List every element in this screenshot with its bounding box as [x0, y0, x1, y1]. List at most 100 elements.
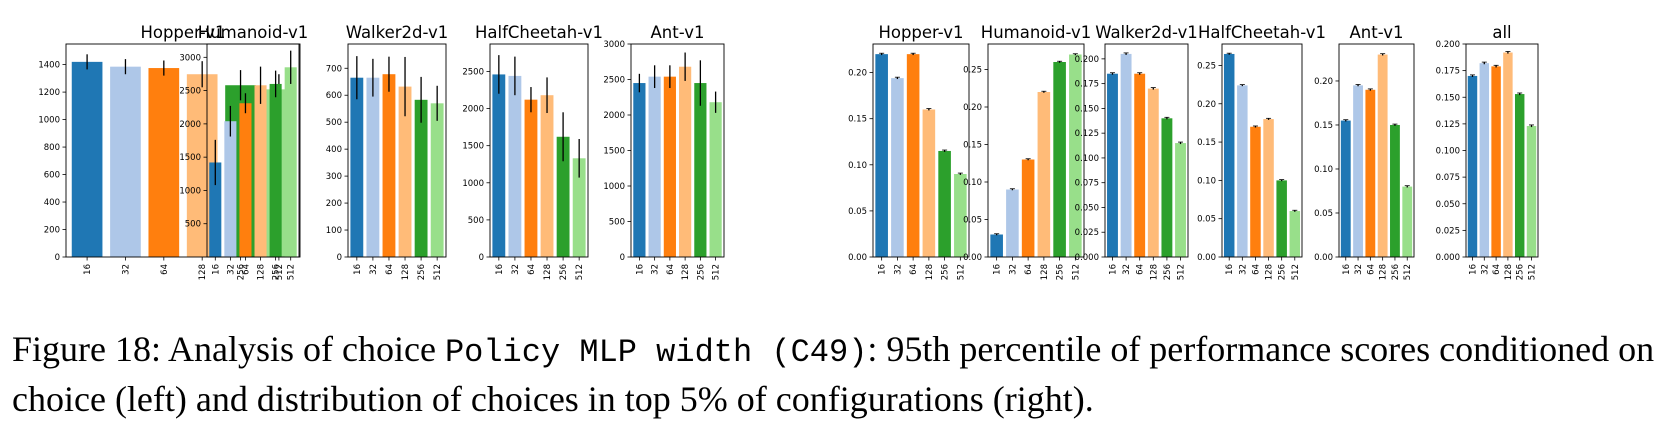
x-tick-label: 32 — [1354, 264, 1364, 275]
bar — [239, 103, 252, 257]
x-tick-label: 128 — [543, 264, 553, 280]
x-tick-label: 32 — [1122, 264, 1132, 275]
x-tick-label: 128 — [681, 264, 691, 280]
x-tick-label: 512 — [287, 264, 297, 280]
bar — [1069, 54, 1082, 257]
caption-prefix: Figure 18: Analysis of choice — [12, 329, 445, 369]
y-tick-label: 0.075 — [1075, 179, 1099, 189]
bar — [1237, 85, 1248, 257]
bar — [1289, 211, 1301, 257]
x-tick-label: 128 — [257, 264, 267, 280]
y-tick-label: 0.200 — [1436, 40, 1460, 50]
caption-suffix: : 95th percentile of performance scores … — [12, 329, 1655, 419]
bar — [1021, 159, 1035, 257]
x-tick-label: 256 — [417, 264, 427, 280]
y-tick-label: 0.200 — [1075, 55, 1099, 65]
y-tick-label: 0.25 — [963, 66, 982, 76]
y-tick-label: 0.075 — [1436, 173, 1460, 183]
bar — [906, 54, 920, 258]
y-tick-label: 600 — [44, 171, 60, 181]
x-tick-label: 64 — [1492, 264, 1502, 275]
y-tick-label: 400 — [44, 198, 60, 208]
bar — [430, 103, 444, 257]
bar — [990, 234, 1003, 257]
bar — [524, 99, 538, 257]
x-tick-label: 128 — [1040, 264, 1050, 280]
bar — [1053, 62, 1066, 257]
bar — [1120, 53, 1132, 257]
x-tick-label: 128 — [1265, 264, 1275, 280]
panel-title: HalfCheetah-v1 — [475, 23, 603, 42]
x-tick-label: 64 — [241, 264, 251, 275]
y-tick-label: 200 — [44, 226, 60, 236]
y-tick-label: 3000 — [603, 40, 625, 50]
x-tick-label: 512 — [275, 264, 285, 280]
x-tick-label: 256 — [272, 264, 282, 280]
x-tick-label: 32 — [893, 264, 903, 275]
bar — [1161, 118, 1173, 257]
bar — [492, 74, 506, 257]
bar — [71, 61, 103, 257]
x-tick-label: 256 — [1278, 264, 1288, 280]
x-tick-label: 16 — [495, 264, 505, 275]
bar — [1340, 120, 1351, 258]
bar — [1377, 54, 1388, 258]
x-tick-label: 64 — [666, 264, 676, 275]
y-tick-label: 400 — [326, 145, 342, 155]
y-tick-label: 0.20 — [963, 103, 982, 113]
bar — [694, 83, 707, 257]
y-tick-label: 0 — [479, 253, 484, 263]
bar — [1006, 189, 1019, 257]
y-tick-label: 0.025 — [1436, 226, 1460, 236]
y-tick-label: 0.050 — [1436, 200, 1460, 210]
x-tick-label: 128 — [1504, 264, 1514, 280]
y-tick-label: 0.00 — [1314, 253, 1333, 263]
x-tick-label: 32 — [226, 264, 236, 275]
axes-frame — [630, 43, 725, 258]
bar — [1479, 63, 1490, 257]
y-tick-label: 0.125 — [1436, 120, 1460, 130]
x-tick-label: 64 — [1251, 264, 1261, 275]
y-tick-label: 0.20 — [1314, 77, 1333, 87]
bar — [540, 95, 554, 257]
caption-code: Policy MLP width (C49) — [444, 334, 868, 371]
y-tick-label: 0.10 — [1314, 165, 1333, 175]
bar — [1514, 94, 1525, 258]
y-tick-label: 1400 — [38, 61, 60, 71]
bar — [1147, 88, 1159, 258]
panel-title: Walker2d-v1 — [346, 23, 449, 42]
x-tick-label: 512 — [1291, 264, 1301, 280]
x-tick-label: 512 — [1403, 264, 1413, 280]
bar — [1503, 52, 1513, 257]
panel-title: Ant-v1 — [1350, 23, 1404, 42]
y-tick-label: 2000 — [462, 105, 484, 115]
bar — [366, 77, 380, 257]
x-tick-label: 32 — [511, 264, 521, 275]
y-tick-label: 0.125 — [1075, 129, 1099, 139]
bar — [954, 174, 967, 257]
y-tick-label: 700 — [326, 64, 342, 74]
x-tick-label: 16 — [353, 264, 363, 275]
y-tick-label: 1500 — [462, 142, 484, 152]
bar — [148, 68, 180, 257]
y-tick-label: 3000 — [179, 53, 201, 63]
x-tick-label: 512 — [1528, 264, 1538, 280]
y-tick-label: 0.20 — [848, 69, 867, 79]
y-tick-label: 0.10 — [1197, 176, 1216, 186]
x-tick-label: 32 — [1238, 264, 1248, 275]
y-tick-label: 0.000 — [1075, 253, 1099, 263]
y-tick-label: 800 — [44, 143, 60, 153]
bar — [350, 77, 364, 257]
bar — [679, 66, 692, 257]
bar — [1134, 73, 1146, 257]
y-tick-label: 1000 — [462, 179, 484, 189]
x-tick-label: 64 — [1366, 264, 1376, 275]
x-tick-label: 512 — [575, 264, 585, 280]
bar — [891, 78, 904, 257]
bar — [269, 83, 282, 257]
y-tick-label: 0.20 — [1197, 100, 1216, 110]
x-tick-label: 64 — [160, 264, 170, 275]
y-tick-label: 0.05 — [963, 216, 982, 226]
x-tick-label: 256 — [559, 264, 569, 280]
